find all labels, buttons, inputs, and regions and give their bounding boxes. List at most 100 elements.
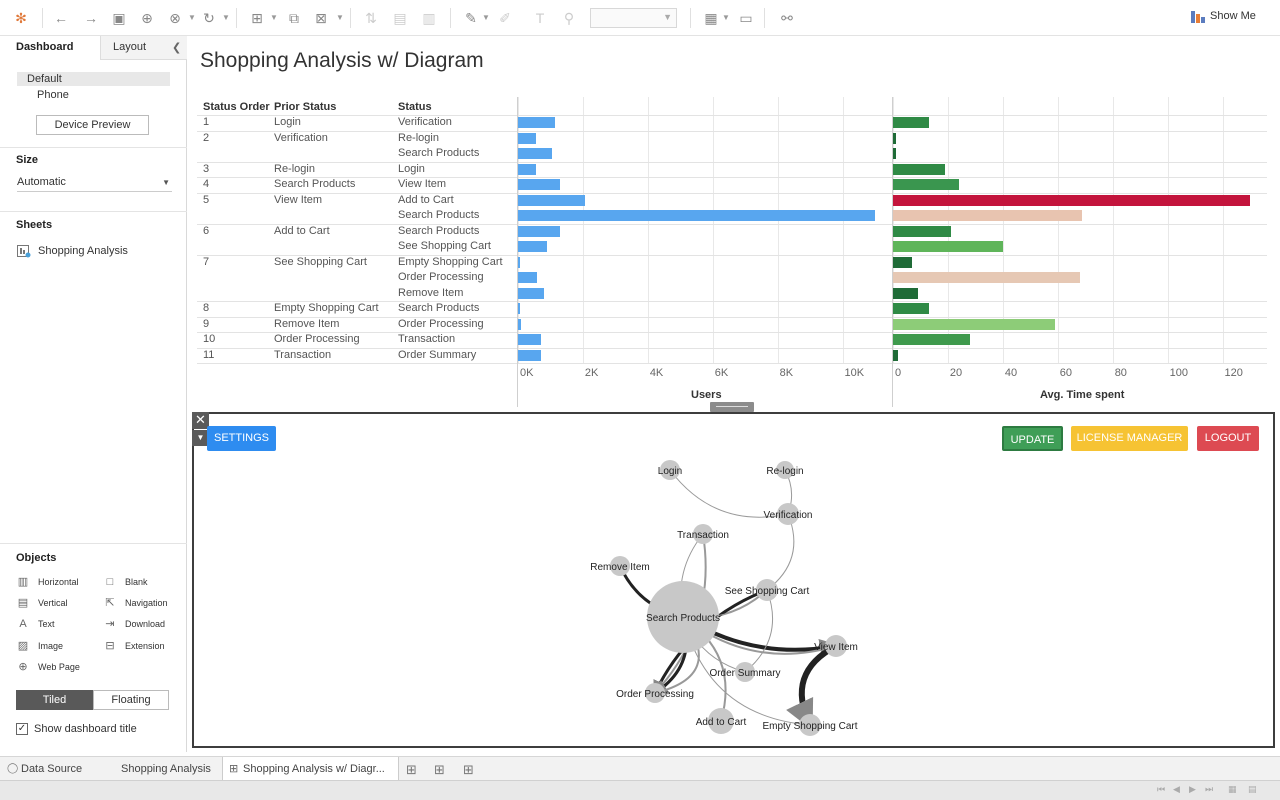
users-bar[interactable]	[518, 334, 541, 345]
new-worksheet-icon[interactable]: ⊞	[251, 10, 263, 26]
new-story-icon[interactable]: ⊞	[463, 762, 474, 777]
avg-time-bar[interactable]	[893, 179, 959, 190]
avg-time-bar[interactable]	[893, 132, 896, 144]
share-icon[interactable]: ⚯	[781, 10, 793, 26]
size-select[interactable]: Automatic ▼	[17, 176, 172, 192]
sort-desc-icon[interactable]: ▥	[422, 10, 436, 26]
save-icon[interactable]: ▣	[112, 10, 126, 26]
last-tab-icon[interactable]: ⏭	[1205, 784, 1214, 794]
chevron-down-icon[interactable]: ▼	[482, 13, 490, 22]
license-manager-button[interactable]: LICENSE MANAGER	[1071, 426, 1188, 451]
swap-icon[interactable]: ⇅	[365, 10, 377, 26]
previous-tab-icon[interactable]: ◀	[1173, 784, 1180, 794]
device-preview-button[interactable]: Device Preview	[36, 115, 149, 135]
close-icon[interactable]: ✕	[192, 412, 209, 429]
tiled-button[interactable]: Tiled	[16, 690, 93, 710]
floating-button[interactable]: Floating	[93, 690, 169, 710]
users-bar[interactable]	[518, 225, 561, 237]
clear-icon[interactable]: ⊠	[315, 10, 327, 26]
pause-updates-icon[interactable]: ⊗	[169, 10, 181, 26]
avg-time-bar[interactable]	[893, 194, 1250, 206]
collapse-panel-icon[interactable]: ❮	[172, 42, 182, 54]
presentation-mode-icon[interactable]: ▭	[739, 10, 753, 26]
new-dashboard-icon[interactable]: ⊞	[434, 762, 445, 777]
show-me-button[interactable]: Show Me	[1210, 10, 1256, 22]
new-worksheet-icon[interactable]: ⊞	[406, 762, 417, 777]
users-bar[interactable]	[518, 241, 548, 252]
users-bar[interactable]	[518, 303, 520, 314]
users-bar[interactable]	[518, 179, 561, 190]
avg-time-bar[interactable]	[893, 163, 946, 175]
shopping-analysis-sheet[interactable]: Status Order Prior Status Status 1 Login Veri…	[197, 97, 1267, 407]
chevron-down-icon[interactable]: ▼	[188, 13, 196, 22]
tableau-logo-icon[interactable]: ✻	[15, 10, 27, 26]
highlight-icon[interactable]: ✎	[465, 10, 477, 26]
undo-icon[interactable]: ←	[54, 10, 68, 26]
diagram-node[interactable]	[776, 461, 794, 479]
users-bar[interactable]	[518, 194, 585, 206]
avg-time-bar[interactable]	[893, 210, 1083, 221]
diagram-node[interactable]	[693, 524, 713, 544]
avg-time-bar[interactable]	[893, 241, 1003, 252]
avg-time-bar[interactable]	[893, 318, 1056, 330]
next-tab-icon[interactable]: ▶	[1189, 784, 1196, 794]
users-bar[interactable]	[518, 272, 538, 283]
device-default[interactable]: Default	[17, 72, 170, 86]
diagram-node[interactable]	[825, 635, 847, 657]
network-diagram[interactable]: Login Re-login Verification Transaction Remo…	[194, 414, 1273, 746]
avg-time-bar[interactable]	[893, 349, 899, 361]
diagram-node[interactable]	[799, 714, 821, 736]
diagram-node[interactable]	[777, 503, 799, 525]
tab-shopping-analysis-diagram[interactable]: ⊞ Shopping Analysis w/ Diagr...	[222, 757, 399, 781]
show-me-icon[interactable]	[1190, 10, 1206, 24]
users-bar[interactable]	[518, 210, 875, 221]
fit-dropdown[interactable]: ▼	[590, 8, 677, 28]
list-view-icon[interactable]: ▤	[1248, 784, 1257, 794]
users-bar[interactable]	[518, 318, 522, 330]
diagram-node[interactable]	[708, 708, 734, 734]
resize-handle[interactable]	[710, 402, 754, 412]
chevron-down-icon[interactable]: ▼	[336, 13, 344, 22]
chevron-down-icon[interactable]: ▼	[270, 13, 278, 22]
diagram-node[interactable]	[735, 662, 755, 682]
show-cards-icon[interactable]: ▦	[704, 10, 718, 26]
avg-time-bar[interactable]	[893, 303, 929, 314]
diagram-node[interactable]	[645, 683, 665, 703]
users-bar[interactable]	[518, 287, 544, 299]
refresh-icon[interactable]: ↻	[203, 10, 215, 26]
labels-icon[interactable]: T	[535, 10, 545, 26]
tab-layout[interactable]: Layout	[100, 36, 187, 60]
first-tab-icon[interactable]: ⏮	[1157, 784, 1166, 794]
users-bar[interactable]	[518, 132, 536, 144]
tab-data-source[interactable]: Data Source	[21, 763, 83, 775]
redo-icon[interactable]: →	[84, 10, 98, 26]
diagram-node[interactable]	[660, 460, 680, 480]
tab-shopping-analysis[interactable]: Shopping Analysis	[121, 763, 211, 775]
pin-icon[interactable]: ⚲	[563, 10, 575, 26]
avg-time-bar[interactable]	[893, 272, 1080, 283]
users-bar[interactable]	[518, 148, 553, 159]
duplicate-icon[interactable]: ⧉	[289, 10, 299, 26]
avg-time-bar[interactable]	[893, 148, 896, 159]
update-button[interactable]: UPDATE	[1002, 426, 1063, 451]
grid-view-icon[interactable]: ▦	[1228, 784, 1237, 794]
avg-time-bar[interactable]	[893, 287, 918, 299]
users-bar[interactable]	[518, 163, 536, 175]
avg-time-bar[interactable]	[893, 225, 951, 237]
users-bar[interactable]	[518, 349, 541, 361]
device-phone[interactable]: Phone	[37, 89, 69, 101]
group-icon[interactable]: ✐	[499, 10, 511, 26]
sort-asc-icon[interactable]: ▤	[393, 10, 407, 26]
chevron-down-icon[interactable]: ▼	[722, 13, 730, 22]
tab-dashboard[interactable]: Dashboard	[16, 41, 74, 53]
avg-time-bar[interactable]	[893, 256, 913, 268]
logout-button[interactable]: LOGOUT	[1197, 426, 1259, 451]
avg-time-bar[interactable]	[893, 334, 970, 345]
chevron-down-icon[interactable]: ▼	[222, 13, 230, 22]
diagram-node[interactable]	[756, 579, 778, 601]
new-data-source-icon[interactable]: ⊕	[141, 10, 153, 26]
diagram-node[interactable]	[610, 556, 630, 576]
diagram-node[interactable]	[647, 581, 719, 653]
users-bar[interactable]	[518, 117, 556, 128]
settings-button[interactable]: SETTINGS	[207, 426, 276, 451]
